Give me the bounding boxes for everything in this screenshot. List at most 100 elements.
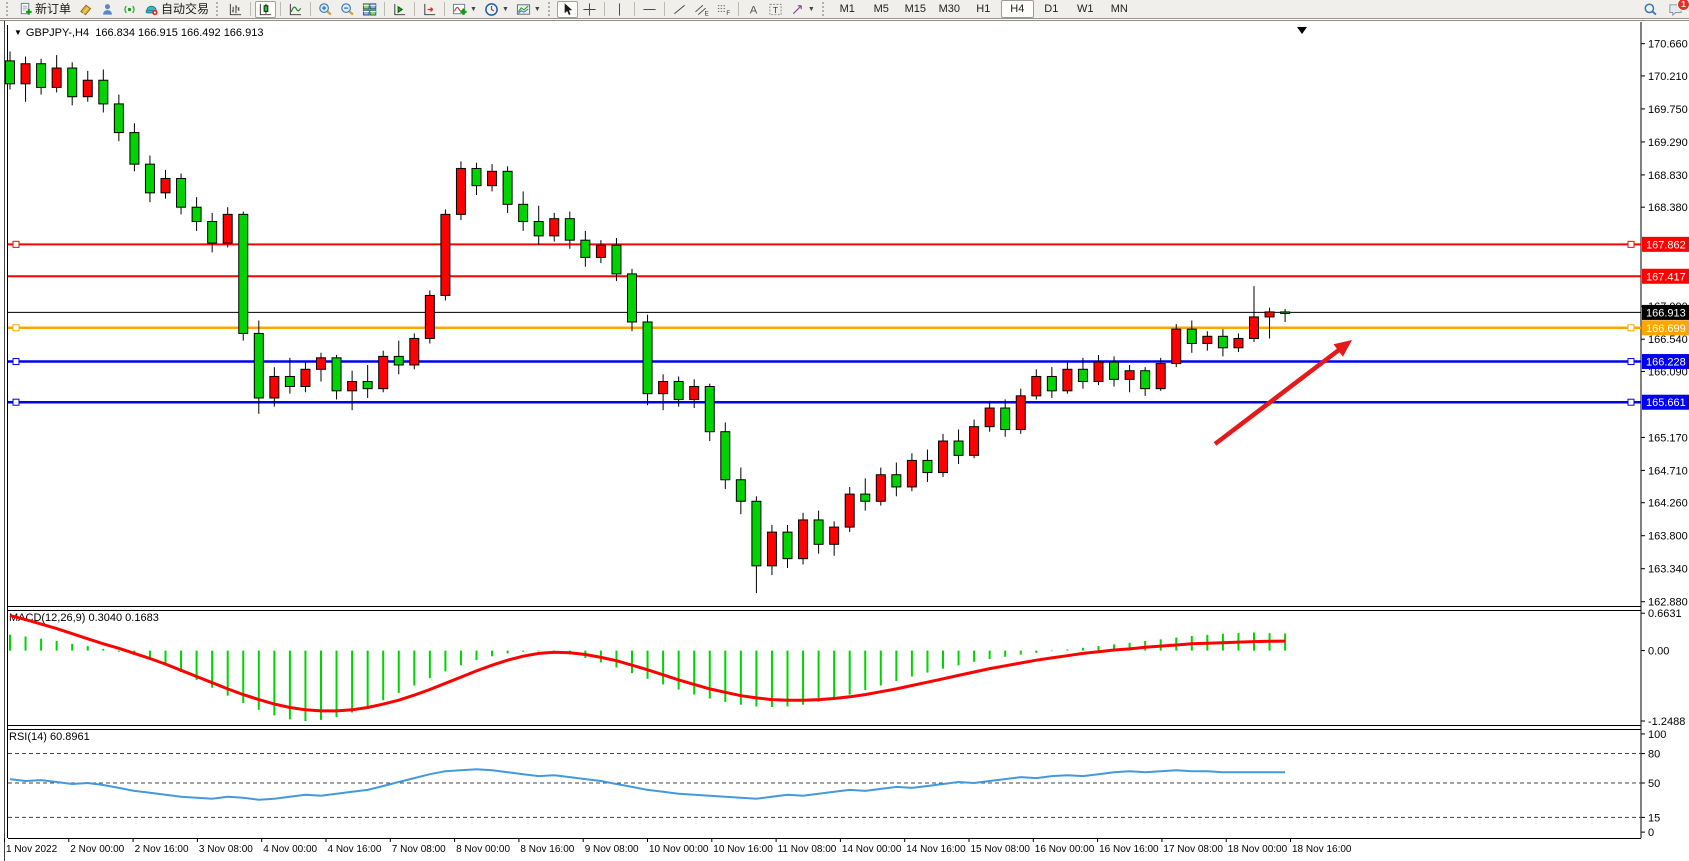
chart-shift-marker xyxy=(1297,27,1307,34)
text-label-button[interactable]: T xyxy=(765,1,786,18)
horizontal-line-icon xyxy=(643,8,656,10)
svg-text:0.6631: 0.6631 xyxy=(1648,608,1682,620)
auto-trading-button[interactable]: 自动交易 xyxy=(141,1,212,18)
signal-button[interactable] xyxy=(119,1,140,18)
timeframe-d1[interactable]: D1 xyxy=(1044,3,1059,15)
templates-icon xyxy=(516,3,530,15)
clock-icon xyxy=(485,2,498,16)
svg-text:166.090: 166.090 xyxy=(1648,366,1688,378)
candlestick-chart-button[interactable] xyxy=(255,0,277,18)
svg-text:14 Nov 16:00: 14 Nov 16:00 xyxy=(906,844,966,855)
arrows-icon xyxy=(792,4,802,14)
toolbar-grip xyxy=(6,2,11,16)
svg-text:4 Nov 00:00: 4 Nov 00:00 xyxy=(263,844,317,855)
timeframe-w1[interactable]: W1 xyxy=(1077,3,1094,15)
svg-text:4 Nov 16:00: 4 Nov 16:00 xyxy=(328,844,382,855)
timeframe-h1[interactable]: H1 xyxy=(976,3,991,15)
cursor-button[interactable] xyxy=(556,0,578,18)
toolbar-separator xyxy=(280,2,282,16)
macd-pane: 0.6631 0.00 -1.2488 xyxy=(9,608,1685,728)
toolbar-separator xyxy=(414,2,416,16)
svg-text:100: 100 xyxy=(1648,729,1666,741)
svg-text:1 Nov 2022: 1 Nov 2022 xyxy=(6,844,58,855)
svg-text:8 Nov 00:00: 8 Nov 00:00 xyxy=(456,844,510,855)
svg-text:3 Nov 08:00: 3 Nov 08:00 xyxy=(199,844,253,855)
periods-button[interactable]: ▼ xyxy=(481,1,512,18)
chart-shift-button[interactable] xyxy=(389,1,410,18)
profile-button[interactable] xyxy=(97,1,118,18)
svg-text:166.699: 166.699 xyxy=(1646,323,1686,335)
templates-button[interactable]: ▼ xyxy=(513,1,544,18)
rsi-name: RSI(14) xyxy=(9,731,47,743)
new-order-icon xyxy=(20,2,32,15)
zoom-out-button[interactable] xyxy=(337,1,358,18)
svg-text:50: 50 xyxy=(1648,778,1660,790)
svg-text:166.540: 166.540 xyxy=(1648,334,1688,346)
auto-scroll-button[interactable] xyxy=(419,1,440,18)
trendline-button[interactable] xyxy=(669,1,690,18)
text-icon: A xyxy=(750,4,758,16)
channel-button[interactable]: E xyxy=(691,1,712,18)
svg-text:165.661: 165.661 xyxy=(1646,397,1686,409)
toolbar-separator xyxy=(633,2,635,16)
chart-ohlc-values: 166.834 166.915 166.492 166.913 xyxy=(95,27,264,39)
search-button[interactable] xyxy=(1640,1,1661,18)
arrows-button[interactable]: ▼ xyxy=(787,1,818,18)
rsi-label: RSI(14) 60.8961 xyxy=(9,731,90,743)
svg-text:169.290: 169.290 xyxy=(1648,137,1688,149)
toolbar-grip xyxy=(547,2,553,16)
main-toolbar: 新订单 自动交易 ▼ xyxy=(0,0,1689,19)
bar-chart-button[interactable] xyxy=(225,1,246,18)
svg-text:9 Nov 08:00: 9 Nov 08:00 xyxy=(585,844,639,855)
new-order-button[interactable]: 新订单 xyxy=(15,1,74,18)
line-chart-button[interactable] xyxy=(285,1,306,18)
dropdown-caret-icon: ▼ xyxy=(470,5,477,13)
crosshair-button[interactable] xyxy=(579,1,600,18)
svg-text:168.830: 168.830 xyxy=(1648,170,1688,182)
zoom-in-button[interactable] xyxy=(315,1,336,18)
timeframe-m15[interactable]: M15 xyxy=(904,3,926,15)
vertical-line-button[interactable] xyxy=(609,1,630,18)
svg-text:80: 80 xyxy=(1648,749,1660,761)
svg-text:10 Nov 00:00: 10 Nov 00:00 xyxy=(649,844,709,855)
toolbar-separator xyxy=(444,2,446,16)
tile-windows-button[interactable] xyxy=(359,1,380,18)
svg-text:11 Nov 08:00: 11 Nov 08:00 xyxy=(778,844,837,855)
svg-text:7 Nov 08:00: 7 Nov 08:00 xyxy=(392,844,446,855)
timeframe-m1[interactable]: M1 xyxy=(839,3,855,15)
crosshair-icon xyxy=(583,2,596,16)
svg-text:17 Nov 08:00: 17 Nov 08:00 xyxy=(1163,844,1223,855)
eraser-button[interactable] xyxy=(75,1,96,18)
svg-text:0: 0 xyxy=(1648,827,1654,839)
svg-text:163.340: 163.340 xyxy=(1648,564,1688,576)
svg-text:170.210: 170.210 xyxy=(1648,71,1688,83)
timeframe-m30[interactable]: M30 xyxy=(938,3,960,15)
svg-text:16 Nov 00:00: 16 Nov 00:00 xyxy=(1035,844,1095,855)
timeframe-h4[interactable]: H4 xyxy=(1000,0,1034,18)
svg-text:14 Nov 00:00: 14 Nov 00:00 xyxy=(842,844,902,855)
toolbar-grip xyxy=(821,2,827,16)
svg-text:169.750: 169.750 xyxy=(1648,104,1688,116)
zoom-out-icon xyxy=(341,2,354,15)
profile-icon xyxy=(103,3,112,15)
toolbar-separator xyxy=(384,2,386,16)
cursor-icon xyxy=(564,2,573,15)
toolbar-separator xyxy=(310,2,312,16)
trend-arrow-annotation xyxy=(1333,340,1352,357)
rsi-value: 60.8961 xyxy=(49,731,90,743)
dropdown-caret-icon: ▼ xyxy=(501,5,509,13)
horizontal-line-button[interactable] xyxy=(639,1,660,18)
price-pane: 170.660 170.210 169.750 169.290 168.830 168.3… xyxy=(5,27,1689,609)
indicators-button[interactable]: ▼ xyxy=(449,1,480,18)
svg-text:165.170: 165.170 xyxy=(1648,432,1688,444)
text-button[interactable]: A xyxy=(743,1,764,18)
fibonacci-button[interactable]: F xyxy=(713,1,734,18)
svg-text:18 Nov 00:00: 18 Nov 00:00 xyxy=(1228,844,1288,855)
timeframe-m5[interactable]: M5 xyxy=(873,3,889,15)
toolbar-separator xyxy=(737,2,739,16)
svg-text:10 Nov 16:00: 10 Nov 16:00 xyxy=(713,844,773,855)
notifications-button[interactable]: 1 xyxy=(1665,0,1689,18)
timeframe-mn[interactable]: MN xyxy=(1110,3,1128,15)
indicators-icon xyxy=(452,3,467,15)
